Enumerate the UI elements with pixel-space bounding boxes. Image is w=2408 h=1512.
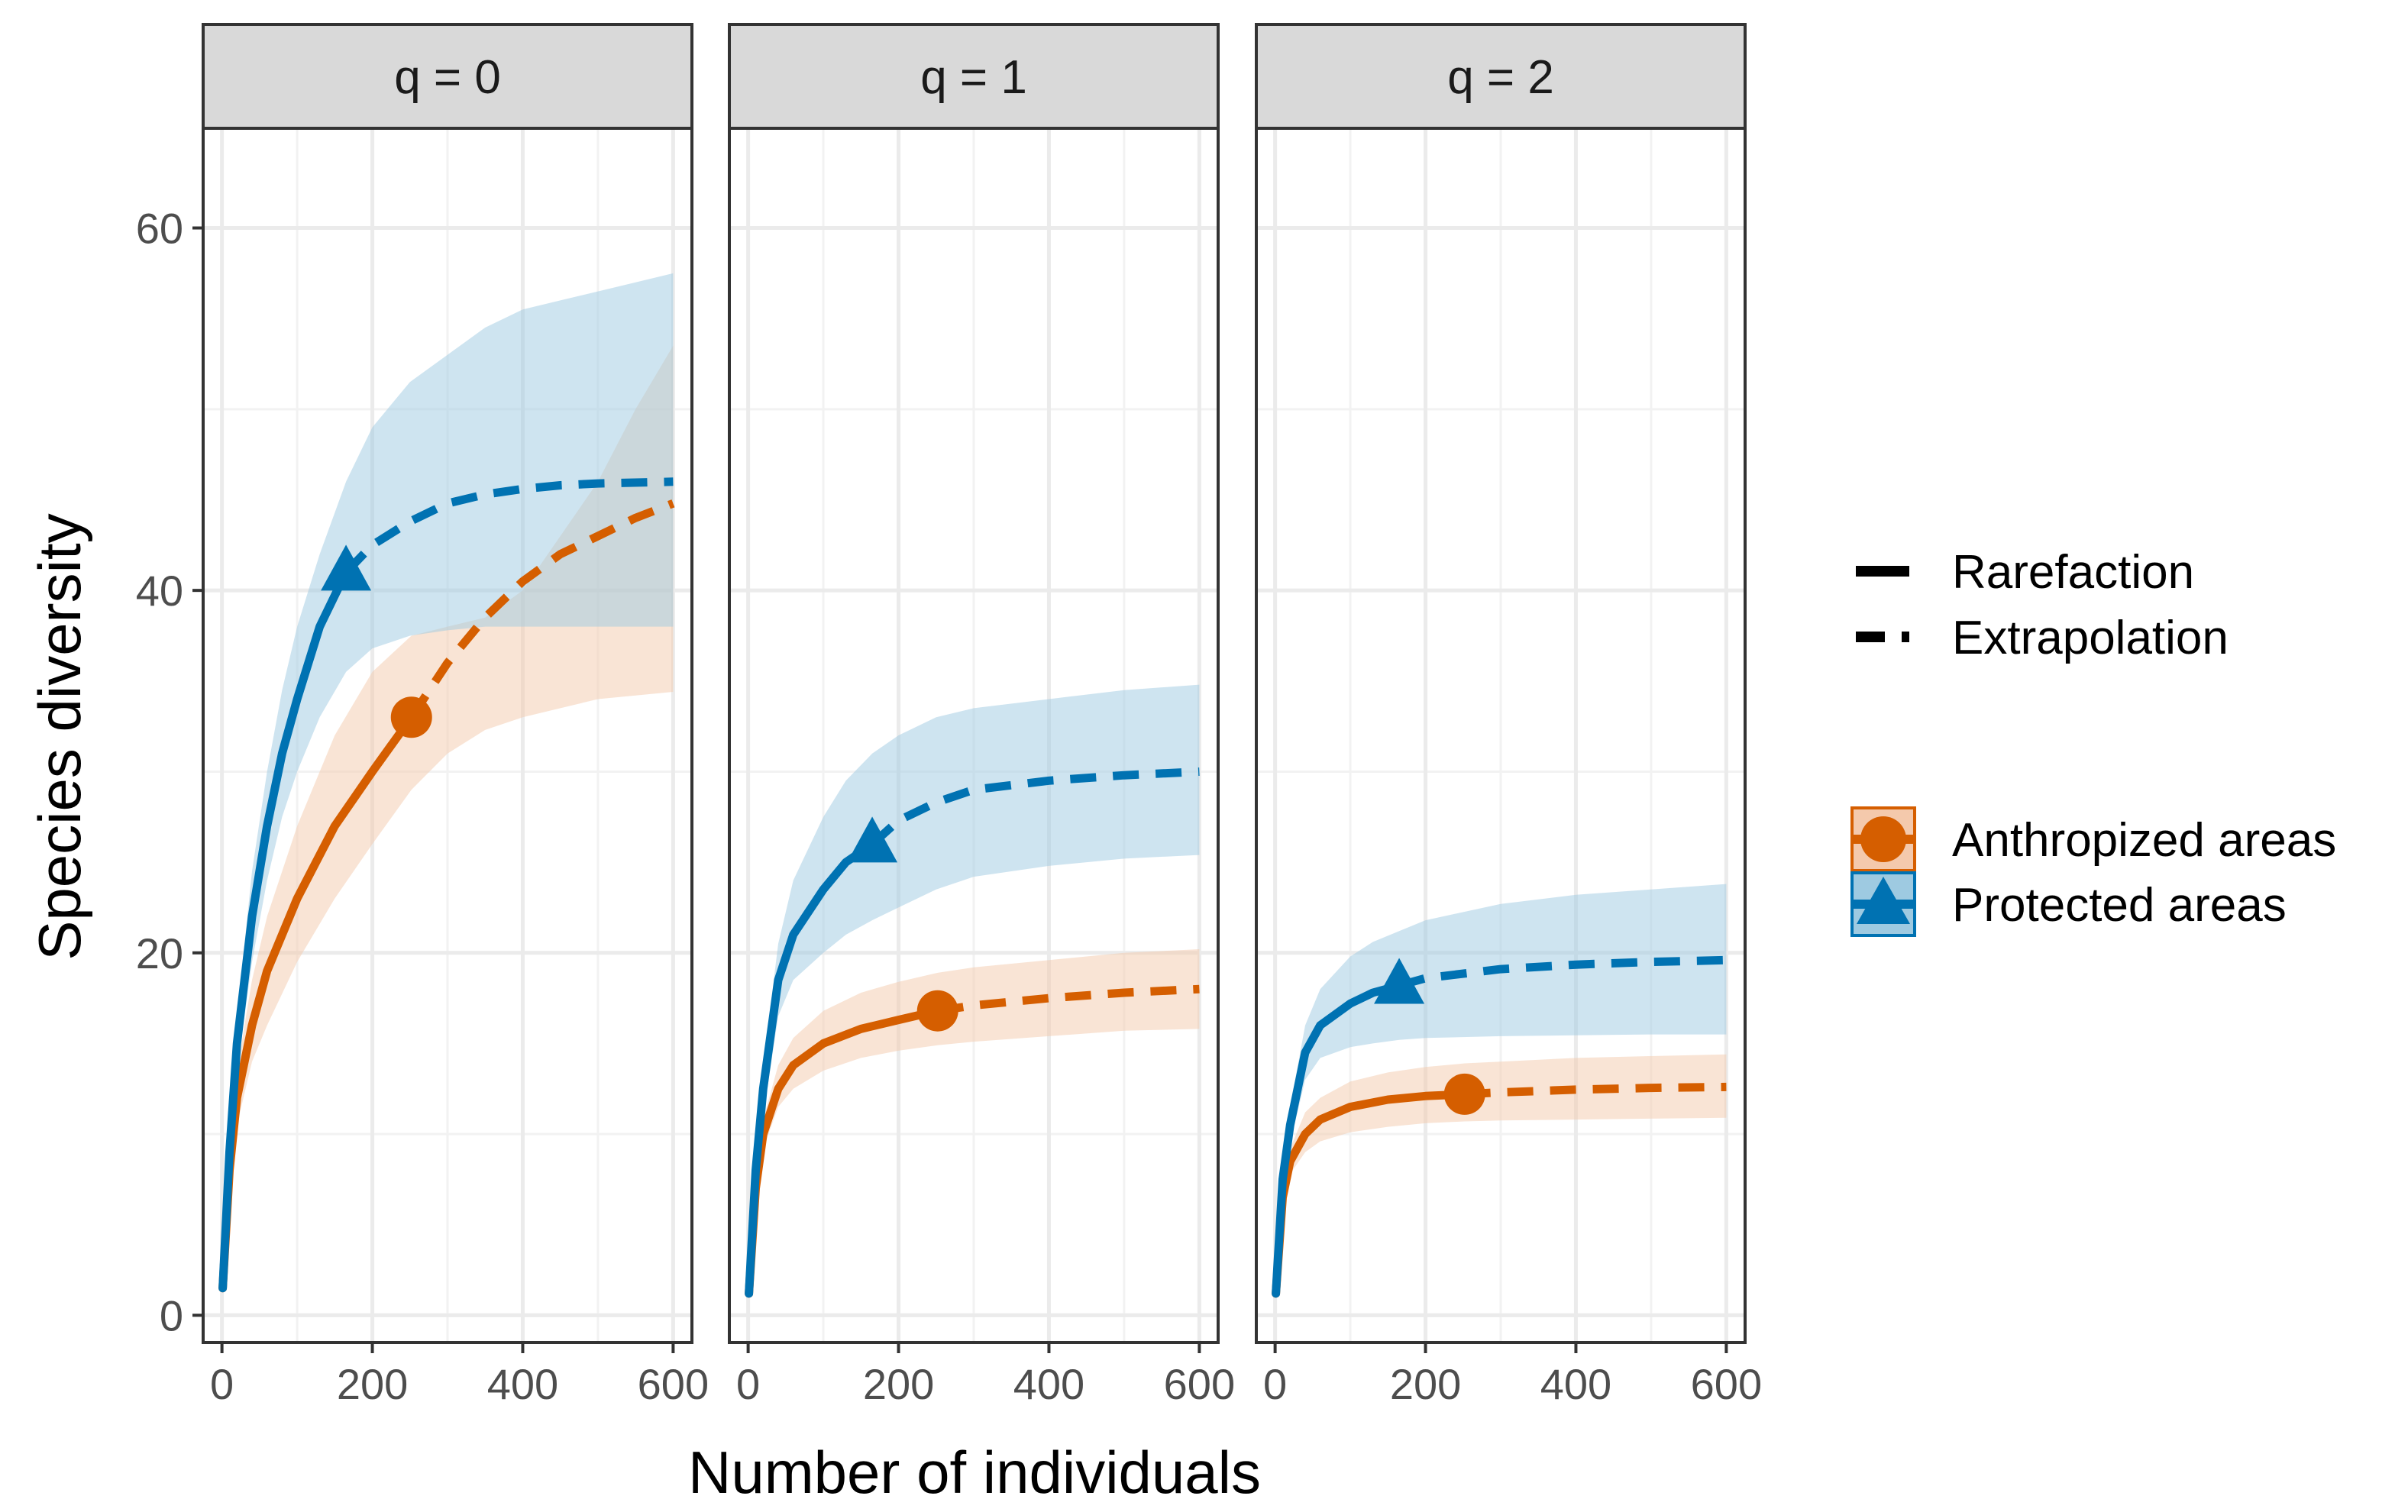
y-tick-label: 40: [136, 567, 183, 615]
x-tick-label: 400: [1013, 1360, 1084, 1408]
legend-key-anthropized-marker: [1860, 816, 1906, 862]
observed-point-anthropized: [390, 696, 432, 738]
x-tick-label: 600: [1164, 1360, 1235, 1408]
facet-strip: [728, 23, 1220, 130]
x-tick-label: 600: [1691, 1360, 1762, 1408]
legend-label-anthropized: Anthropized areas: [1952, 814, 2336, 867]
panel-0: q = 0 0 200 400 600: [202, 23, 709, 1408]
panel-border: [1255, 127, 1747, 1344]
x-tick-label: 200: [863, 1360, 934, 1408]
y-axis-title: Species diversity: [26, 513, 93, 960]
x-tick-label: 0: [210, 1360, 234, 1408]
panel-border: [728, 127, 1220, 1344]
observed-point-protected: [847, 816, 898, 863]
y-tick-label: 0: [160, 1291, 183, 1339]
facet-strip: [202, 23, 693, 130]
facet-strip: [1255, 23, 1747, 130]
legend-label-rarefaction: Rarefaction: [1952, 546, 2194, 599]
observed-point-anthropized: [916, 990, 958, 1032]
observed-point-anthropized: [1443, 1073, 1485, 1115]
y-tick-label: 60: [136, 205, 183, 253]
legend-label-protected: Protected areas: [1952, 879, 2287, 932]
panel-border: [202, 127, 693, 1344]
panel-2: q = 2 0 200 400 600: [1255, 23, 1762, 1408]
legend: Rarefaction Extrapolation Anthropized ar…: [1850, 546, 2336, 937]
panel-1: q = 1 0 200 400 600: [728, 23, 1235, 1408]
extrapolation-line-protected: [343, 477, 674, 576]
observed-point-protected: [1374, 958, 1425, 1004]
legend-key-protected-marker: [1857, 877, 1910, 924]
legend-group-group: Anthropized areas Protected areas: [1850, 806, 2336, 937]
rarefaction-line-protected: [218, 567, 351, 1293]
y-axis: 0 20 40 60: [136, 205, 203, 1339]
facet-label: q = 1: [920, 51, 1027, 104]
confidence-band-anthropized: [1275, 1054, 1727, 1294]
extrapolation-line-protected: [869, 767, 1200, 848]
legend-method-group: Rarefaction Extrapolation: [1856, 546, 2229, 664]
facet-label: q = 0: [394, 51, 501, 104]
extrapolation-line-anthropized: [936, 984, 1200, 1016]
x-tick-label: 0: [736, 1360, 760, 1408]
x-tick-label: 400: [487, 1360, 558, 1408]
extrapolation-line-anthropized: [1464, 1082, 1727, 1099]
facet-label: q = 2: [1447, 51, 1554, 104]
confidence-band-anthropized: [748, 949, 1200, 1294]
x-tick-label: 400: [1540, 1360, 1611, 1408]
y-tick-label: 20: [136, 929, 183, 977]
confidence-band-protected: [222, 273, 674, 1288]
observed-point-protected: [321, 544, 372, 591]
rarefaction-line-protected: [1272, 981, 1404, 1298]
x-tick-label: 200: [1390, 1360, 1461, 1408]
x-tick-label: 600: [638, 1360, 709, 1408]
x-axis-title: Number of individuals: [688, 1439, 1261, 1506]
x-tick-label: 0: [1263, 1360, 1287, 1408]
rarefaction-line-protected: [745, 839, 877, 1298]
panels: q = 0 0 200 400 600 q = 1 0 200 400 600 q = 2 0 200 4…: [202, 23, 1762, 1408]
extrapolation-line-protected: [1398, 955, 1727, 990]
legend-label-extrapolation: Extrapolation: [1952, 612, 2229, 664]
x-tick-label: 200: [337, 1360, 408, 1408]
